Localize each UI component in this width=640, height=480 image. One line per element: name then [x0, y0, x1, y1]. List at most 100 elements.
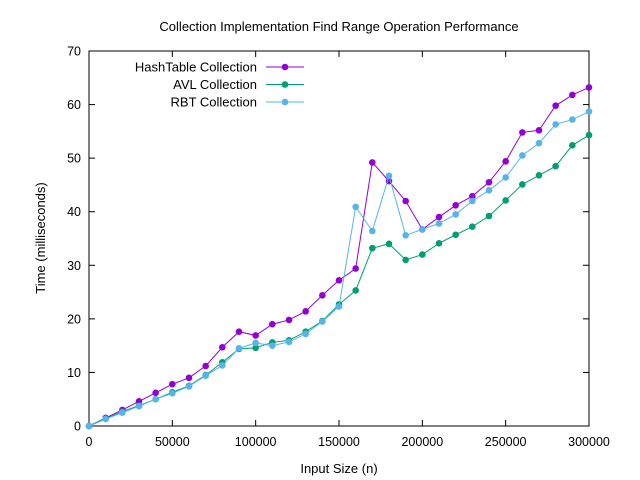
data-point: [169, 390, 176, 397]
data-point: [219, 343, 226, 351]
y-tick-label: 10: [67, 366, 81, 380]
data-point: [585, 131, 593, 139]
x-axis-title: Input Size (n): [300, 461, 377, 476]
data-point: [369, 159, 376, 166]
y-tick-label: 30: [67, 259, 81, 273]
legend-label: HashTable Collection: [135, 60, 257, 75]
data-point: [252, 339, 259, 347]
y-tick-label: 40: [67, 205, 81, 219]
y-tick-label: 0: [74, 420, 81, 434]
data-point: [535, 171, 543, 179]
data-point: [469, 197, 476, 205]
data-point: [152, 389, 159, 397]
data-point: [502, 158, 509, 165]
x-tick-label: 0: [86, 435, 93, 449]
data-point: [419, 251, 426, 258]
legend-label: AVL Collection: [173, 77, 257, 92]
x-axis: 0 50000 100000 150000 200000 250000 300000: [86, 51, 610, 449]
data-point: [552, 162, 559, 170]
data-point: [352, 265, 359, 272]
data-point: [535, 126, 543, 134]
legend-item: HashTable Collection: [135, 60, 304, 75]
data-point: [119, 409, 126, 416]
data-point: [285, 316, 293, 324]
series-1: [85, 84, 593, 430]
data-point: [535, 139, 543, 147]
data-point: [269, 342, 276, 349]
data-point: [469, 192, 476, 200]
y-axis-title: Time (milliseconds): [33, 182, 48, 293]
data-point: [569, 116, 576, 123]
data-point: [235, 345, 243, 352]
data-point: [569, 91, 576, 99]
chart-title: Collection Implementation Find Range Ope…: [159, 19, 518, 34]
data-point: [269, 320, 276, 328]
x-tick-label: 200000: [401, 435, 443, 449]
data-point: [519, 181, 526, 188]
legend-marker: [281, 63, 289, 71]
x-tick-label: 100000: [235, 435, 277, 449]
data-point: [352, 203, 359, 211]
series-layer: [85, 84, 593, 430]
data-point: [435, 213, 443, 221]
data-point: [369, 227, 376, 235]
x-tick-label: 150000: [318, 435, 360, 449]
data-point: [569, 141, 576, 149]
data-point: [502, 174, 509, 181]
data-point: [302, 330, 309, 338]
legend: HashTable Collection AVL Collection RBT Co…: [135, 60, 304, 110]
data-point: [419, 226, 426, 233]
data-point: [185, 383, 193, 390]
data-point: [319, 291, 326, 299]
y-tick-label: 20: [67, 312, 81, 326]
y-tick-label: 70: [67, 45, 81, 59]
data-point: [252, 344, 259, 352]
data-point: [169, 380, 176, 388]
data-point: [452, 201, 459, 209]
data-point: [469, 223, 476, 231]
data-point: [235, 328, 243, 336]
data-point: [485, 178, 493, 186]
data-point: [452, 211, 459, 218]
data-point: [202, 372, 209, 379]
data-point: [552, 121, 559, 128]
data-point: [102, 415, 109, 423]
data-point: [402, 231, 409, 239]
data-point: [485, 186, 493, 194]
y-tick-label: 60: [67, 98, 81, 112]
data-point: [85, 422, 93, 430]
series-3: [85, 108, 593, 430]
data-point: [252, 332, 259, 339]
x-tick-label: 300000: [568, 435, 610, 449]
data-point: [335, 303, 343, 310]
legend-item: AVL Collection: [173, 77, 304, 92]
data-point: [302, 308, 309, 315]
y-tick-label: 50: [67, 152, 81, 166]
data-point: [585, 84, 593, 91]
x-tick-label: 250000: [485, 435, 527, 449]
data-point: [385, 240, 393, 248]
data-point: [335, 276, 343, 284]
data-point: [185, 374, 193, 382]
data-point: [402, 256, 409, 264]
data-point: [285, 338, 293, 346]
data-point: [485, 212, 493, 220]
data-point: [369, 244, 376, 252]
data-point: [519, 129, 526, 136]
data-point: [502, 197, 509, 204]
data-point: [219, 362, 226, 369]
data-point: [552, 102, 559, 109]
data-point: [385, 172, 393, 180]
data-point: [452, 231, 459, 239]
data-point: [152, 395, 159, 403]
data-point: [352, 287, 359, 294]
y-axis: 0 10 20 30 40 50 60 70: [67, 45, 589, 434]
data-point: [319, 318, 326, 325]
x-tick-label: 50000: [155, 435, 190, 449]
data-point: [435, 240, 443, 247]
legend-marker: [281, 98, 289, 106]
data-point: [519, 152, 526, 159]
data-point: [135, 402, 143, 410]
